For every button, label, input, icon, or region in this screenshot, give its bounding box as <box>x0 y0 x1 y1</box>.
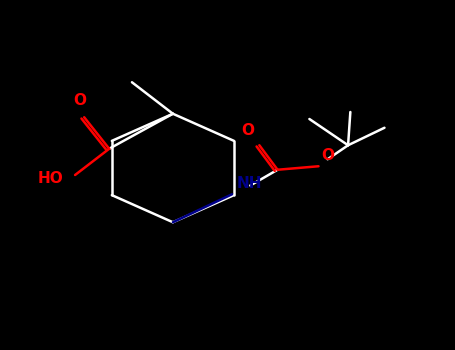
Text: O: O <box>73 93 86 108</box>
Text: O: O <box>242 123 254 138</box>
Text: O: O <box>321 148 334 163</box>
Text: NH: NH <box>237 176 262 191</box>
Text: HO: HO <box>38 171 64 186</box>
